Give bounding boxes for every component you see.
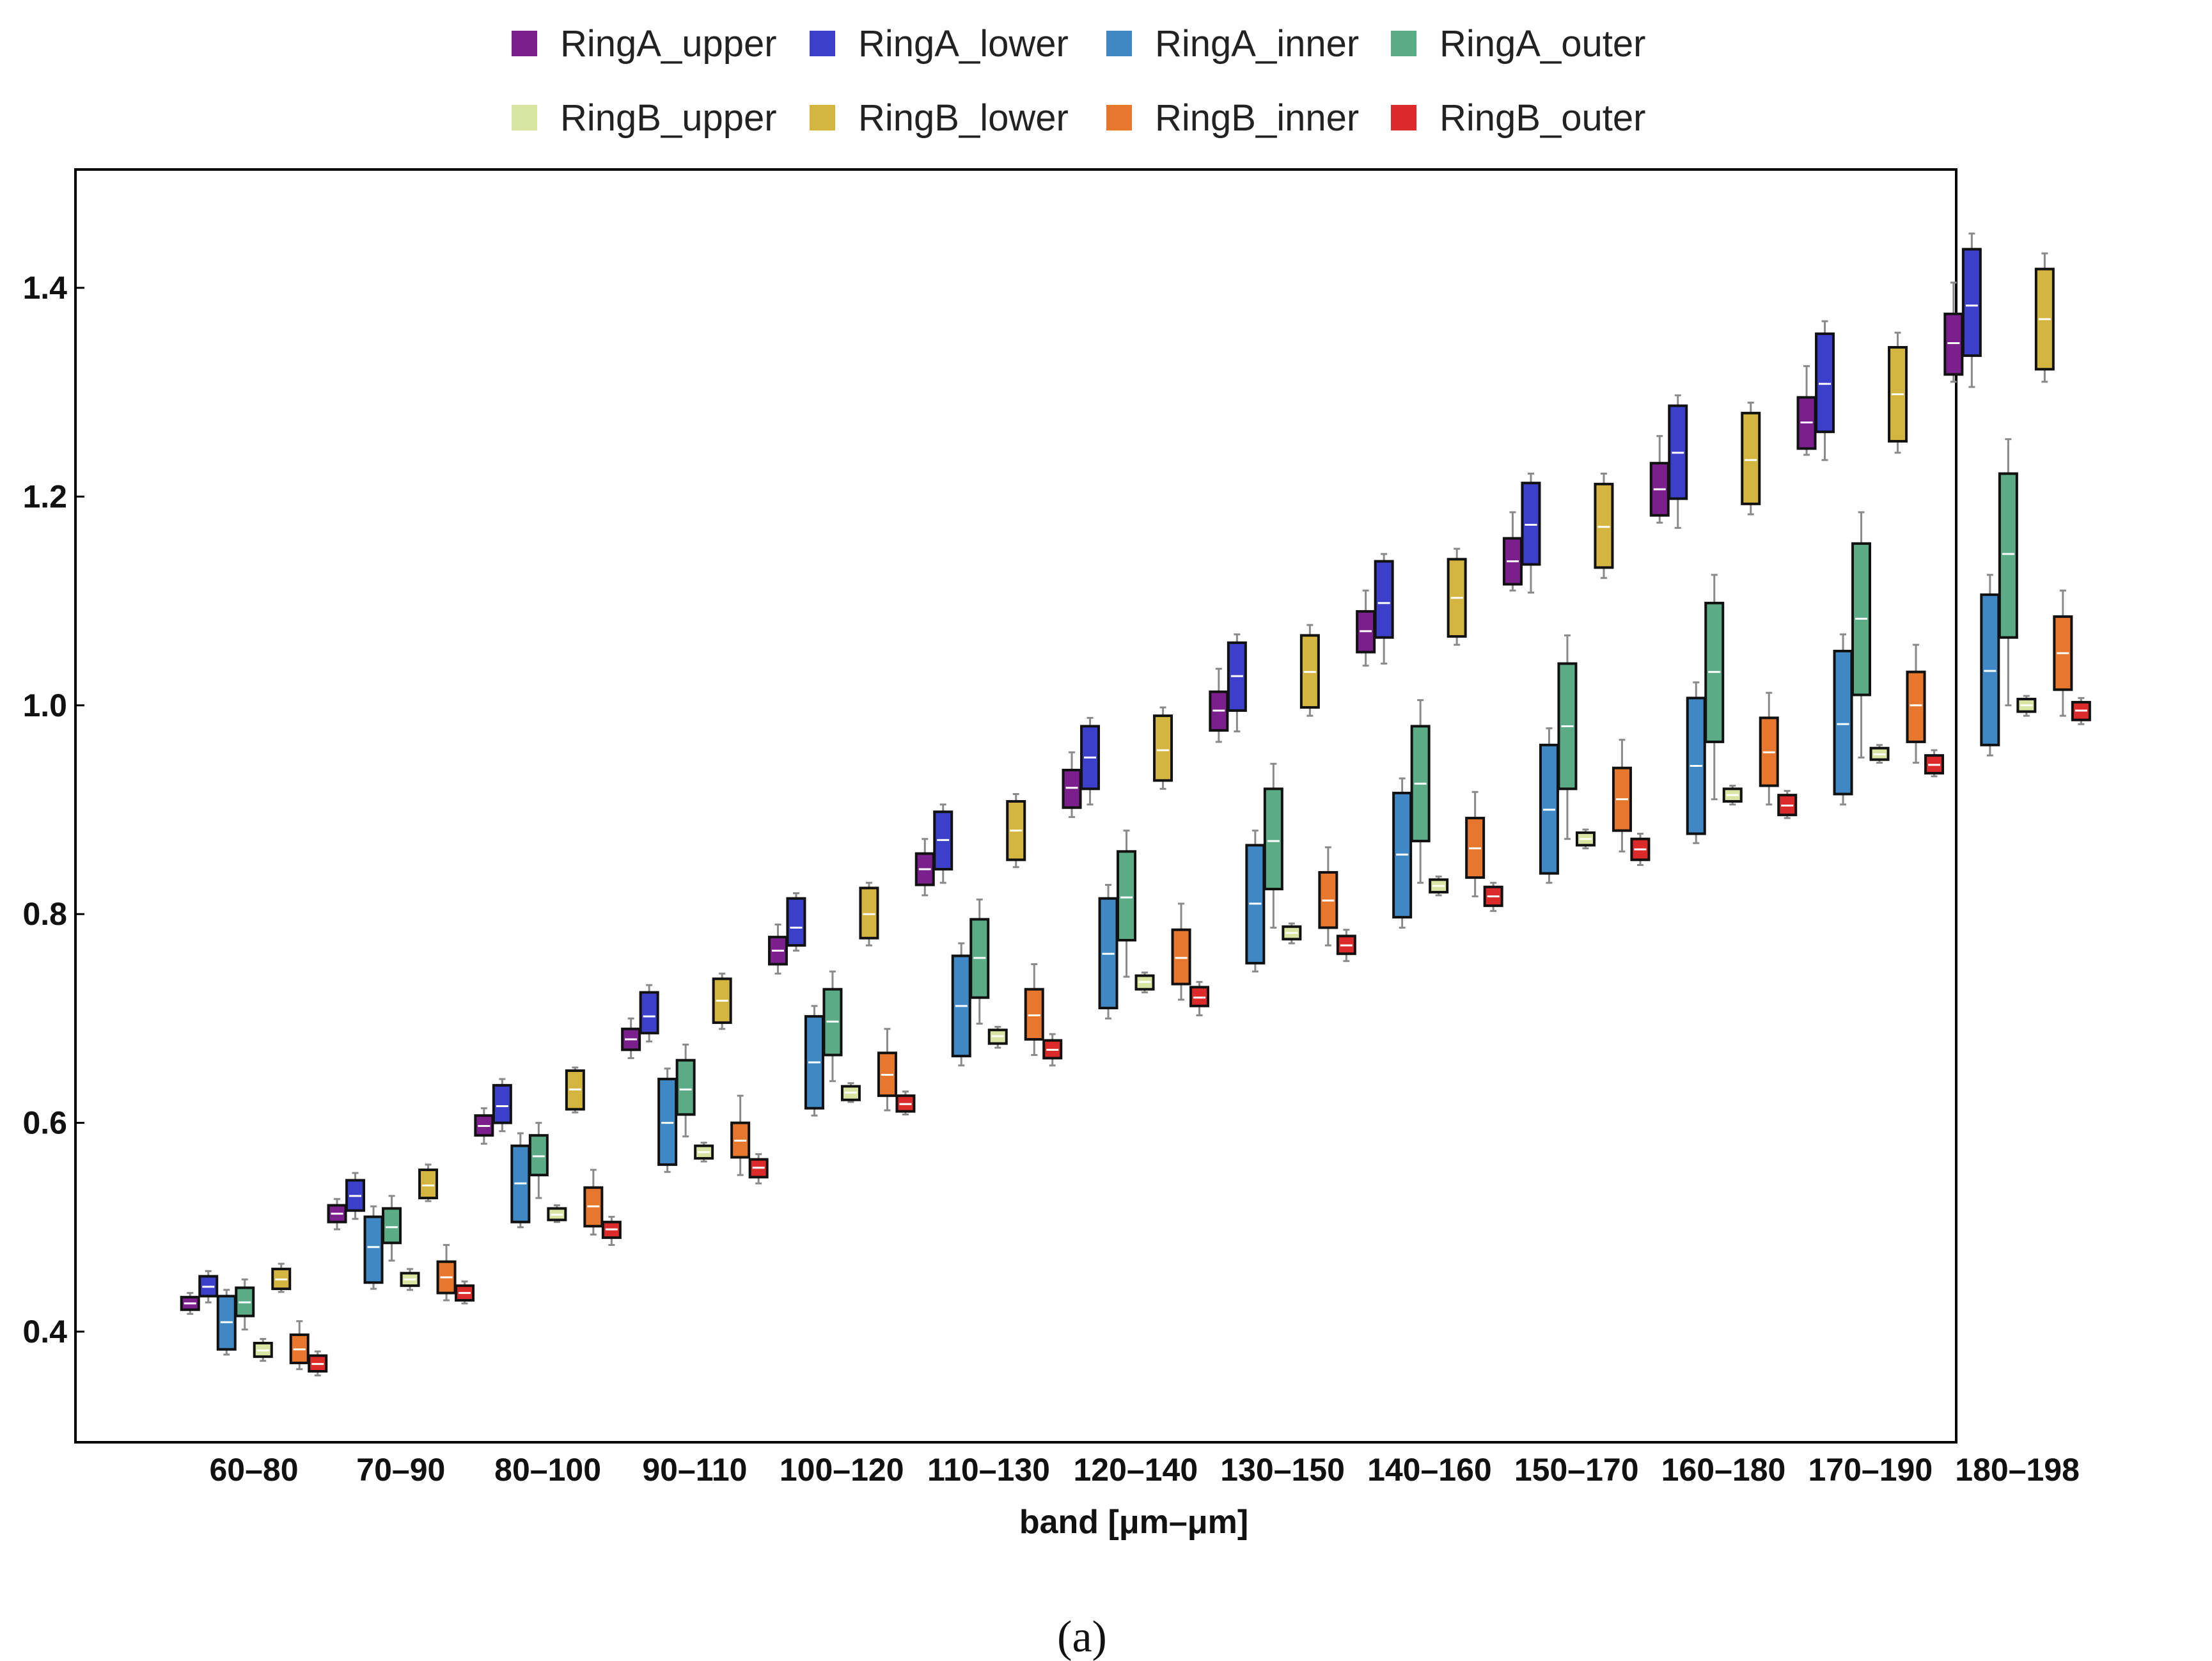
box xyxy=(1815,332,1835,434)
figure-caption: (a) xyxy=(1057,1612,1107,1661)
legend-label: RingA_outer xyxy=(1439,23,1645,65)
legend-label: RingB_inner xyxy=(1155,97,1359,139)
box xyxy=(1171,928,1191,986)
box xyxy=(657,1078,678,1166)
box xyxy=(1943,312,1964,376)
legend-label: RingA_inner xyxy=(1155,23,1359,65)
legend-swatch xyxy=(512,105,537,130)
x-tick-label: 100–120 xyxy=(780,1452,904,1488)
box xyxy=(382,1207,402,1245)
legend-swatch xyxy=(1391,31,1416,56)
box xyxy=(1117,850,1137,942)
box xyxy=(528,1134,549,1177)
series-RingA_inner xyxy=(216,574,2000,1356)
series-RingA_outer xyxy=(235,438,2018,1331)
x-tick-label: 60–80 xyxy=(209,1452,298,1488)
legend-label: RingB_lower xyxy=(858,97,1069,139)
box xyxy=(1521,482,1541,566)
box xyxy=(1062,768,1082,809)
x-tick-label: 160–180 xyxy=(1661,1452,1786,1488)
box xyxy=(859,886,879,940)
x-tick-label: 110–130 xyxy=(927,1452,1050,1488)
box xyxy=(1263,787,1283,891)
box xyxy=(418,1169,439,1200)
x-tick-label: 140–160 xyxy=(1367,1452,1492,1488)
y-axis: 0.4 0.6 0.8 1.0 1.2 1.4 xyxy=(22,270,84,1350)
plot-frame xyxy=(74,168,1957,1444)
x-tick-label: 80–100 xyxy=(494,1452,601,1488)
series-RingA_lower xyxy=(198,232,1982,1303)
box xyxy=(1833,649,1853,796)
x-tick-label: 70–90 xyxy=(356,1452,445,1488)
series-RingB_lower xyxy=(271,252,2055,1293)
series-RingB_inner xyxy=(289,589,2073,1371)
y-tick-label: 0.8 xyxy=(22,896,67,932)
y-tick-label: 0.4 xyxy=(22,1314,67,1350)
box xyxy=(1024,988,1044,1041)
box xyxy=(1189,986,1210,1007)
x-tick-label: 120–140 xyxy=(1073,1452,1198,1488)
legend: RingA_upper RingA_lower RingA_inner RingA_o… xyxy=(512,23,1645,139)
series-RingB_outer xyxy=(308,697,2091,1377)
legend-swatch xyxy=(1106,105,1132,130)
x-axis: 60–80 70–90 80–100 90–110 100–120 110–130 120–… xyxy=(209,1452,2079,1488)
legend-label: RingB_outer xyxy=(1439,97,1645,139)
y-tick-label: 1.0 xyxy=(22,688,67,723)
y-tick-label: 1.2 xyxy=(22,478,67,514)
box xyxy=(363,1215,384,1284)
legend-swatch xyxy=(1106,31,1132,56)
box xyxy=(639,991,659,1035)
legend-label: RingA_upper xyxy=(560,23,777,65)
x-tick-label: 150–170 xyxy=(1514,1452,1639,1488)
y-tick-label: 1.4 xyxy=(22,270,67,306)
legend-label: RingB_upper xyxy=(560,97,777,139)
box xyxy=(1374,560,1394,639)
box xyxy=(1594,482,1614,569)
series-RingB_upper xyxy=(253,695,2037,1362)
legend-swatch xyxy=(1391,105,1416,130)
box xyxy=(492,1083,512,1124)
box xyxy=(1998,472,2018,639)
box xyxy=(1961,248,1982,358)
y-tick-label: 0.6 xyxy=(22,1105,67,1141)
legend-label: RingA_lower xyxy=(858,23,1069,65)
x-tick-label: 130–150 xyxy=(1220,1452,1345,1488)
x-axis-label: band [μm–μm] xyxy=(1019,1504,1248,1541)
box xyxy=(1980,593,2000,746)
box xyxy=(675,1059,696,1116)
box xyxy=(1906,670,1926,743)
x-tick-label: 170–190 xyxy=(1808,1452,1933,1488)
legend-swatch xyxy=(512,31,537,56)
legend-swatch xyxy=(810,105,835,130)
box xyxy=(786,897,806,947)
x-tick-label: 180–198 xyxy=(1955,1452,2080,1488)
box xyxy=(1741,411,1761,505)
boxplot-series xyxy=(180,232,2091,1377)
x-tick-label: 90–110 xyxy=(642,1452,747,1488)
box xyxy=(1153,714,1173,782)
legend-swatch xyxy=(810,31,835,56)
